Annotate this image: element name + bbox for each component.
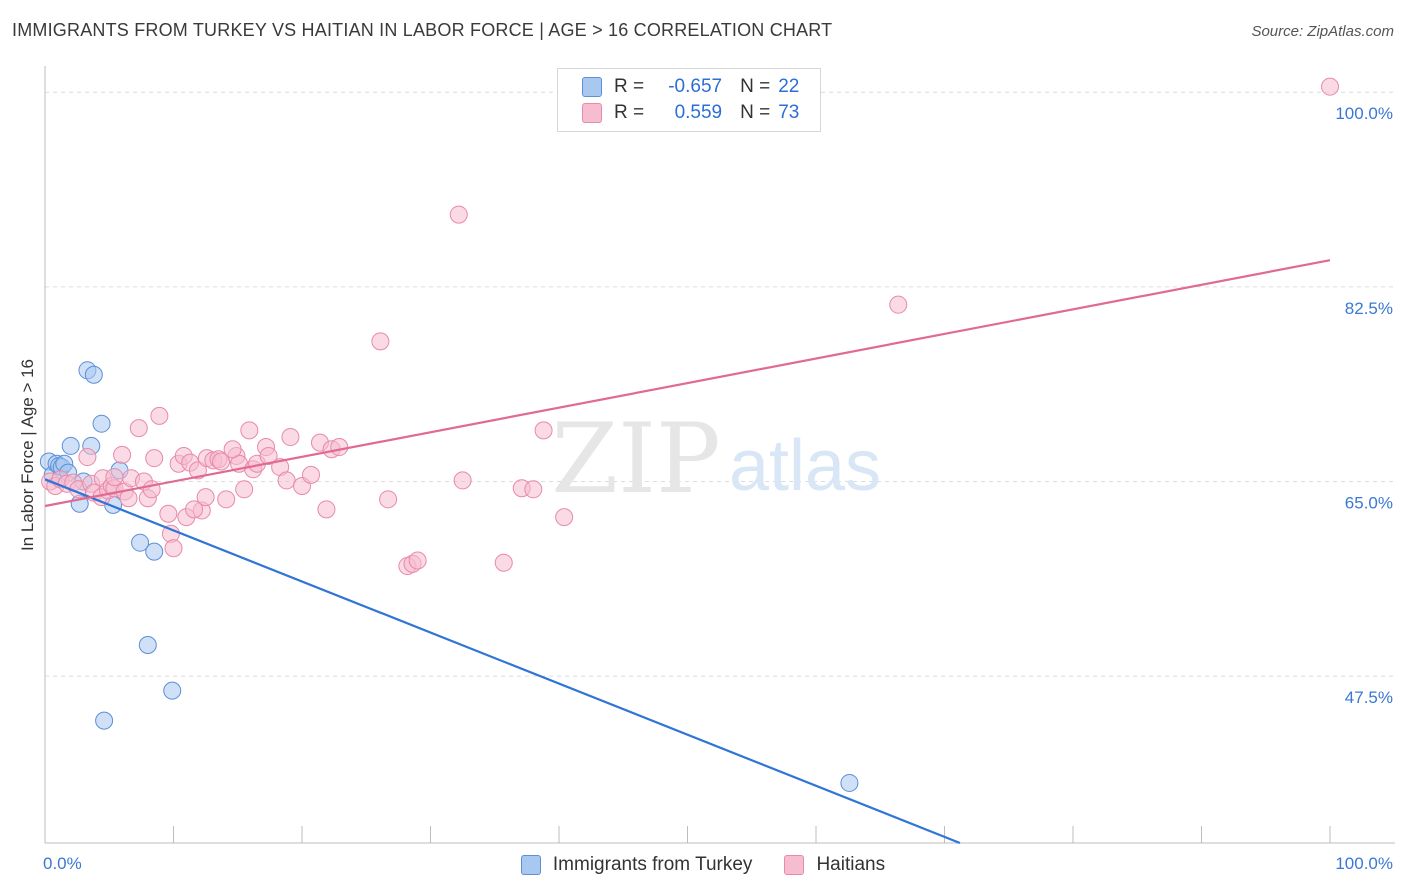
tick-labels: 47.5% 65.0% 82.5% 100.0% 0.0% 100.0% <box>43 104 1393 873</box>
haiti-point <box>524 480 543 499</box>
haiti-point <box>240 421 259 440</box>
correlation-legend: R = -0.657 N = 22 R = 0.559 N = 73 <box>557 68 821 132</box>
legend-row-haiti: R = 0.559 N = 73 <box>582 100 799 126</box>
haiti-point <box>129 419 148 438</box>
haiti-point <box>188 461 207 480</box>
haiti-point <box>235 480 254 499</box>
haiti-point <box>317 500 336 519</box>
haiti-point <box>281 428 300 447</box>
x-tick-label: 100.0% <box>1335 854 1393 873</box>
series-legend: Immigrants from Turkey Haitians <box>0 852 1406 878</box>
n-label: N = <box>740 102 771 123</box>
n-label: N = <box>740 76 771 97</box>
legend-item-haiti: Haitians <box>784 854 885 876</box>
haiti-point <box>889 295 908 314</box>
y-tick-label: 65.0% <box>1345 494 1393 513</box>
watermark-zip: ZIP <box>551 403 720 515</box>
y-tick-label: 82.5% <box>1345 299 1393 318</box>
haiti-point <box>371 332 390 351</box>
haiti-point <box>164 539 183 558</box>
chart-title: IMMIGRANTS FROM TURKEY VS HAITIAN IN LAB… <box>12 20 833 40</box>
trend-lines <box>44 259 1331 845</box>
haiti-point <box>555 508 574 527</box>
haiti-point <box>196 488 215 507</box>
y-tick-label: 100.0% <box>1335 104 1393 123</box>
haiti-trend-line <box>44 259 1331 508</box>
turkey-point <box>163 681 182 700</box>
watermark: ZIP atlas <box>551 403 881 515</box>
haiti-point <box>534 421 553 440</box>
turkey-point <box>840 773 859 792</box>
haiti-point <box>453 471 472 490</box>
haiti-point <box>223 440 242 459</box>
grid-lines <box>45 91 1395 677</box>
haiti-point <box>185 500 204 519</box>
haiti-point <box>1321 77 1339 96</box>
legend-item-turkey: Immigrants from Turkey <box>520 854 753 876</box>
y-axis-label: In Labor Force | Age > 16 <box>18 358 37 552</box>
x-tick-label: 0.0% <box>43 854 82 873</box>
turkey-point <box>131 533 150 552</box>
turkey-legend-swatch <box>520 855 541 875</box>
turkey-point <box>138 636 157 655</box>
turkey-swatch <box>582 77 602 97</box>
r-label: R = <box>614 76 645 97</box>
r-value: -0.657 <box>668 76 723 97</box>
haiti-legend-label: Haitians <box>816 854 886 875</box>
haiti-point <box>301 465 320 484</box>
haiti-point <box>277 471 296 490</box>
source-label: Source: ZipAtlas.com <box>1251 23 1394 40</box>
turkey-point <box>84 365 103 384</box>
haiti-point <box>113 445 132 464</box>
haiti-point <box>159 504 178 523</box>
haiti-point <box>379 490 398 509</box>
haiti-point <box>259 446 278 465</box>
turkey-point <box>61 436 80 455</box>
haiti-point <box>408 551 427 570</box>
r-label: R = <box>614 102 645 123</box>
haiti-swatch <box>582 103 602 123</box>
turkey-point <box>95 711 114 730</box>
haiti-point <box>78 448 97 467</box>
turkey-legend-label: Immigrants from Turkey <box>552 854 753 875</box>
haiti-point <box>449 205 468 224</box>
turkey-trend-line <box>44 478 961 845</box>
turkey-point <box>145 542 164 561</box>
n-value: 73 <box>778 102 800 123</box>
haiti-point <box>217 490 236 509</box>
turkey-point <box>92 414 111 433</box>
haiti-point <box>145 449 164 468</box>
haiti-point <box>494 553 513 572</box>
haiti-point <box>330 438 349 457</box>
haiti-legend-swatch <box>784 855 805 875</box>
n-value: 22 <box>778 76 800 97</box>
haiti-point <box>105 468 124 487</box>
haiti-point <box>150 406 169 425</box>
r-value: 0.559 <box>674 102 723 123</box>
watermark-atlas: atlas <box>729 426 881 506</box>
legend-row-turkey: R = -0.657 N = 22 <box>582 74 799 100</box>
y-tick-label: 47.5% <box>1345 688 1393 707</box>
